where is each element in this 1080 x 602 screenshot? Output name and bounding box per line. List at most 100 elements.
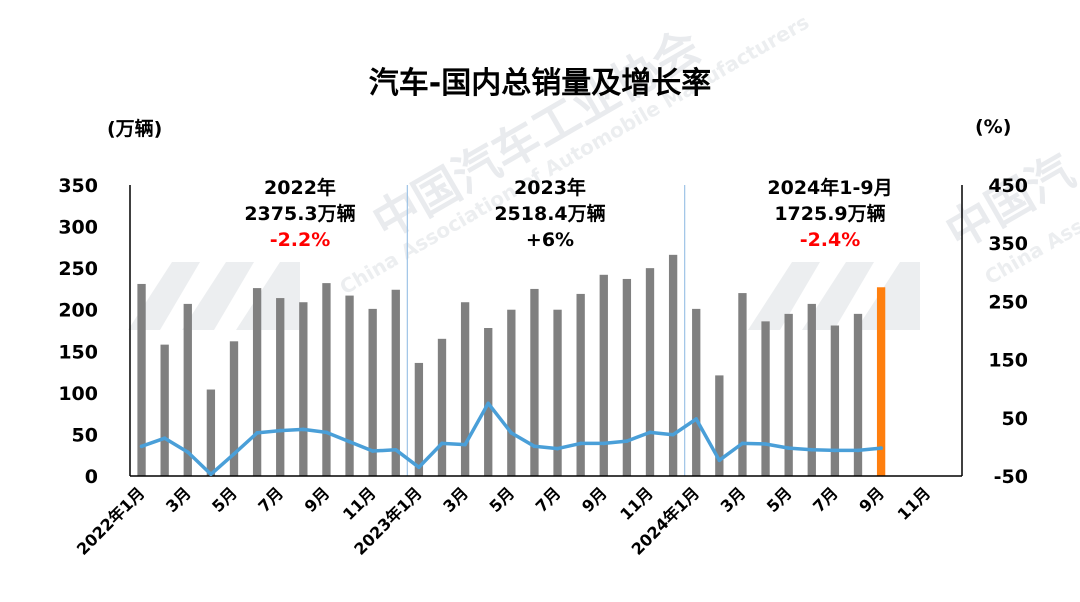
bar-2月 xyxy=(715,375,724,476)
annotation-2024-year: 2024年1-9月 xyxy=(767,176,892,199)
axes xyxy=(129,185,963,477)
bar-6月 xyxy=(530,288,539,476)
growth-point-7月 xyxy=(555,446,560,451)
y-right-ticks: 450 350 250 150 50 -50 xyxy=(988,175,1028,488)
x-tick-3月: 3月 xyxy=(439,483,472,516)
growth-point-3月 xyxy=(185,450,190,454)
bar-12月 xyxy=(391,289,400,476)
growth-point-6月 xyxy=(255,431,259,435)
growth-point-11月 xyxy=(648,430,652,435)
growth-point-7月 xyxy=(833,448,837,453)
y-left-tick-50: 50 xyxy=(72,424,98,446)
y-left-ticks: 350 300 250 200 150 100 50 0 xyxy=(58,175,98,488)
bar-12月 xyxy=(668,254,678,476)
y-right-unit: (%) xyxy=(975,116,1011,138)
growth-point-4月 xyxy=(209,472,213,477)
bar-6月 xyxy=(252,288,262,476)
y-left-tick-250: 250 xyxy=(58,258,98,280)
bar-5月 xyxy=(229,341,239,476)
bar-4月 xyxy=(206,389,216,476)
x-tick-9月: 9月 xyxy=(301,483,334,516)
bar-2月 xyxy=(160,344,169,476)
growth-point-2023年1月 xyxy=(417,465,421,470)
bar-8月 xyxy=(853,313,863,476)
y-right-tick-450: 450 xyxy=(988,175,1028,197)
bar-2月 xyxy=(437,338,447,476)
growth-point-9月 xyxy=(324,430,329,435)
bar-10月 xyxy=(622,278,632,476)
x-tick-9月: 9月 xyxy=(578,483,611,516)
bar-8月 xyxy=(576,293,585,476)
growth-line-series xyxy=(139,401,883,477)
bar-2022年1月 xyxy=(137,283,146,476)
bar-2023年1月 xyxy=(414,362,424,476)
growth-point-12月 xyxy=(671,432,675,437)
y-right-tick-350: 350 xyxy=(988,233,1028,255)
growth-point-7月 xyxy=(278,428,283,433)
watermark-logo xyxy=(128,262,920,330)
growth-point-8月 xyxy=(578,441,583,446)
annotation-2024-total: 1725.9万辆 xyxy=(774,202,885,225)
bar-7月 xyxy=(830,325,840,476)
bar-11月 xyxy=(645,268,655,476)
growth-point-8月 xyxy=(301,427,306,432)
growth-point-12月 xyxy=(393,448,398,452)
growth-point-9月 xyxy=(879,446,883,450)
growth-point-6月 xyxy=(532,444,537,449)
annotation-2023-total: 2518.4万辆 xyxy=(494,202,605,225)
bar-7月 xyxy=(276,298,285,476)
growth-point-4月 xyxy=(486,401,491,406)
y-left-tick-350: 350 xyxy=(58,175,98,197)
growth-point-8月 xyxy=(856,448,860,453)
bar-7月 xyxy=(553,309,562,476)
y-left-unit: (万辆) xyxy=(107,117,162,140)
bar-5月 xyxy=(507,309,516,476)
x-tick-5月: 5月 xyxy=(486,483,519,516)
growth-point-2022年1月 xyxy=(139,444,144,449)
bar-3月 xyxy=(460,302,470,476)
bar-2024年1月 xyxy=(692,308,701,476)
bar-3月 xyxy=(738,293,747,476)
annotation-2024: 2024年1-9月 1725.9万辆 -2.4% xyxy=(767,176,892,251)
y-left-tick-100: 100 xyxy=(58,383,98,405)
x-tick-7月: 7月 xyxy=(532,483,565,516)
x-tick-9月: 9月 xyxy=(855,483,888,516)
growth-point-3月 xyxy=(463,442,467,447)
annotation-2023-growth: +6% xyxy=(526,229,574,251)
growth-point-6月 xyxy=(809,448,814,452)
growth-point-2月 xyxy=(162,436,167,440)
x-tick-11月: 11月 xyxy=(616,483,657,524)
x-tick-7月: 7月 xyxy=(809,483,842,516)
bar-10月 xyxy=(345,295,354,476)
growth-point-5月 xyxy=(509,431,514,435)
bar-3月 xyxy=(183,303,192,476)
annotation-2023: 2023年 2518.4万辆 +6% xyxy=(494,176,605,251)
bar-11月 xyxy=(368,308,377,476)
bar-series xyxy=(137,254,886,476)
y-right-tick-150: 150 xyxy=(988,350,1028,372)
bar-9月 xyxy=(599,274,608,476)
growth-point-4月 xyxy=(763,442,768,446)
growth-point-2月 xyxy=(717,458,722,463)
growth-point-2024年1月 xyxy=(694,417,699,421)
growth-point-3月 xyxy=(740,441,745,446)
bar-5月 xyxy=(784,313,793,476)
annotation-2024-growth: -2.4% xyxy=(800,229,861,251)
x-tick-3月: 3月 xyxy=(162,483,195,516)
y-right-tick-50: 50 xyxy=(1002,408,1028,430)
bar-9月 xyxy=(322,283,331,476)
annotation-2022-total: 2375.3万辆 xyxy=(244,202,355,225)
x-tick-5月: 5月 xyxy=(208,483,241,516)
x-tick-11月: 11月 xyxy=(339,483,380,524)
bar-9月 xyxy=(876,287,886,476)
growth-point-10月 xyxy=(625,439,629,443)
bar-8月 xyxy=(299,302,308,476)
x-tick-5月: 5月 xyxy=(763,483,796,516)
y-right-tick--50: -50 xyxy=(994,466,1028,488)
x-tick-3月: 3月 xyxy=(717,483,750,516)
annotation-2022-year: 2022年 xyxy=(264,176,336,199)
growth-point-9月 xyxy=(601,441,606,446)
x-tick-7月: 7月 xyxy=(254,483,287,516)
